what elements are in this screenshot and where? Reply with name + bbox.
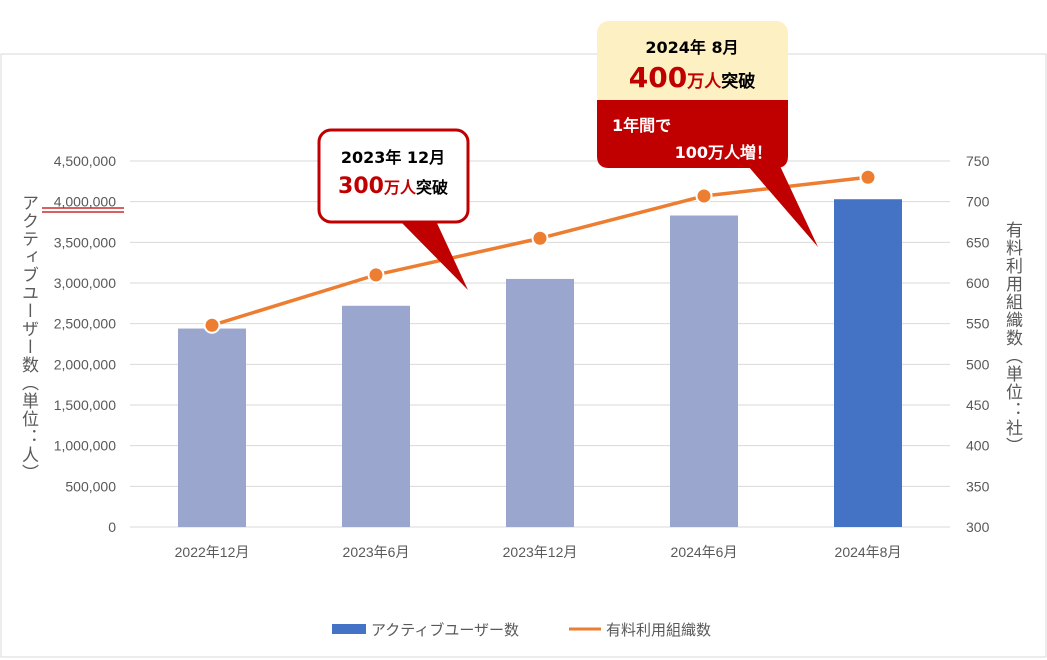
- bar: [506, 278, 574, 527]
- right-tick-label: 350: [966, 478, 990, 494]
- right-tick-label: 300: [966, 519, 990, 535]
- right-tick-label: 650: [966, 234, 990, 250]
- left-tick-label: 1,500,000: [54, 397, 116, 413]
- right-tick-label: 500: [966, 356, 990, 372]
- right-tick-label: 400: [966, 438, 990, 454]
- right-tick-label: 550: [966, 316, 990, 332]
- callout-2024-date: 2024年 8月: [645, 38, 738, 57]
- left-tick-label: 500,000: [65, 478, 116, 494]
- bar: [834, 199, 902, 527]
- right-axis-title: 有料利用組織数（単位：社）: [1002, 221, 1023, 455]
- bar: [670, 215, 738, 527]
- legend-label-line: 有料利用組織数: [606, 621, 711, 639]
- right-tick-label: 450: [966, 397, 990, 413]
- axis-title-text: 有料利用組織数（単位：社）: [1002, 221, 1023, 455]
- left-tick-label: 1,000,000: [54, 438, 116, 454]
- legend-label-bar: アクティブユーザー数: [371, 621, 519, 639]
- axis-title-text: アクティブユーザー数（単位：人）: [18, 194, 39, 482]
- highlight-underline: [42, 207, 124, 213]
- right-tick-label: 700: [966, 194, 990, 210]
- left-tick-label: 2,000,000: [54, 356, 116, 372]
- callout-2024-unit: 万人: [686, 72, 722, 92]
- gridlines: [130, 160, 950, 528]
- legend: アクティブユーザー数 有料利用組織数: [332, 621, 711, 639]
- callout-2023-tail: 突破: [416, 178, 448, 197]
- x-tick-label: 2024年6月: [671, 544, 738, 560]
- left-axis-title: アクティブユーザー数（単位：人）: [18, 194, 39, 482]
- x-tick-label: 2022年12月: [175, 544, 250, 560]
- callout-2024-headline: 400万人突破: [629, 61, 755, 94]
- right-tick-label: 600: [966, 275, 990, 291]
- left-tick-label: 4,500,000: [54, 153, 116, 169]
- legend-swatch-bar: [332, 624, 366, 634]
- left-tick-label: 2,500,000: [54, 316, 116, 332]
- x-tick-label: 2024年8月: [835, 544, 902, 560]
- line-point: [859, 168, 877, 186]
- callout-2024-sub1: 1年間で: [612, 116, 671, 135]
- callout-2023-date: 2023年 12月: [341, 148, 445, 167]
- x-tick-label: 2023年6月: [343, 544, 410, 560]
- line-series: [203, 168, 877, 334]
- callout-2024-tail: 突破: [721, 71, 755, 92]
- bar-series: [178, 199, 902, 527]
- x-axis-ticks: 2022年12月 2023年6月 2023年12月 2024年6月 2024年8月: [175, 544, 902, 560]
- left-tick-label: 4,000,000: [54, 194, 116, 210]
- left-tick-label: 3,000,000: [54, 275, 116, 291]
- left-tick-label: 3,500,000: [54, 234, 116, 250]
- line-point: [203, 316, 221, 334]
- x-tick-label: 2023年12月: [503, 544, 578, 560]
- callout-2023-headline: 300万人突破: [338, 174, 448, 199]
- right-axis-ticks: 300 350 400 450 500 550 600 650 700 750: [966, 153, 990, 535]
- left-axis-ticks: 0 500,000 1,000,000 1,500,000 2,000,000 2,500…: [54, 153, 117, 535]
- callout-2023-number: 300: [338, 174, 384, 199]
- bar: [178, 328, 246, 527]
- line-point: [367, 266, 385, 284]
- callout-2024: 2024年 8月 400万人突破 1年間で 100万人増！: [597, 21, 818, 247]
- line-point: [695, 187, 713, 205]
- callout-2023: 2023年 12月 300万人突破: [317, 128, 470, 290]
- left-tick-label: 0: [108, 519, 116, 535]
- callout-2024-number: 400: [629, 61, 687, 94]
- right-tick-label: 750: [966, 153, 990, 169]
- line-point: [531, 229, 549, 247]
- callout-2023-unit: 万人: [383, 178, 417, 197]
- bar: [342, 305, 410, 527]
- callout-2024-sub2: 100万人増！: [675, 143, 772, 162]
